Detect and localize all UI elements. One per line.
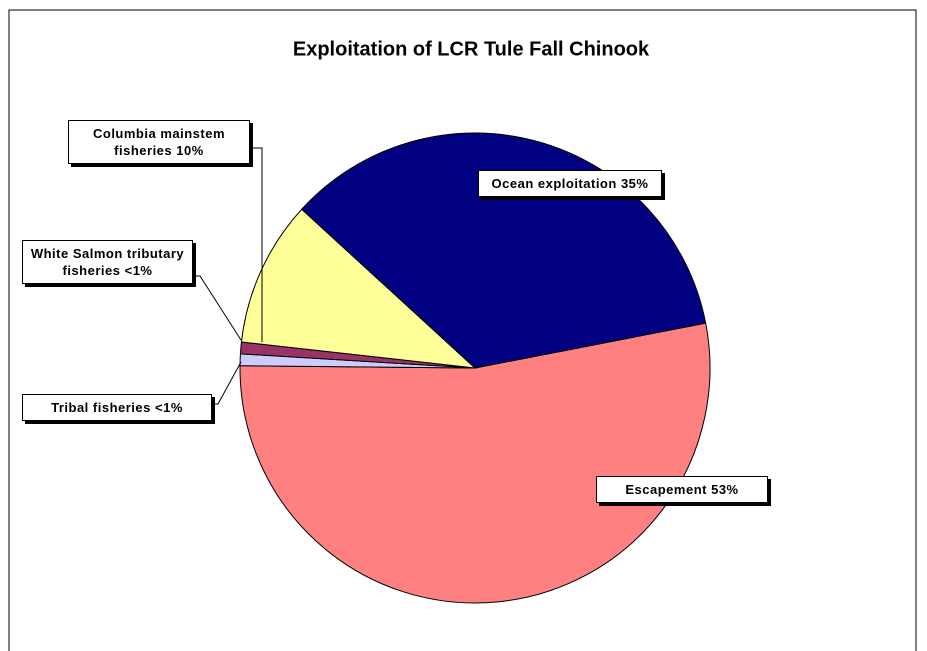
slice-label: White Salmon tributary fisheries <1% — [22, 240, 193, 284]
pie-slice — [240, 208, 477, 369]
slice-label: Columbia mainstem fisheries 10% — [68, 120, 250, 164]
slice-label: Ocean exploitation 35% — [478, 170, 662, 197]
leader-line — [250, 147, 263, 342]
value-label: <1% — [124, 263, 153, 278]
slices — [239, 132, 711, 604]
slice-label: Escapement 53% — [596, 476, 768, 503]
leader-line — [193, 275, 242, 341]
leader-lines — [193, 147, 263, 405]
value-label: 10% — [176, 143, 204, 158]
category-label: White Salmon tributary fisheries — [30, 246, 185, 278]
category-label: Columbia mainstem fisheries — [92, 126, 226, 158]
category-label: Tribal fisheries — [51, 400, 151, 415]
category-label: Escapement — [625, 482, 707, 497]
slice-label: Tribal fisheries <1% — [22, 394, 212, 421]
chart-title: Exploitation of LCR Tule Fall Chinook — [293, 38, 650, 60]
leader-line — [212, 361, 242, 405]
value-label: 53% — [711, 482, 739, 497]
category-label: Ocean exploitation — [491, 176, 617, 191]
value-label: 35% — [620, 176, 649, 191]
value-label: <1% — [155, 400, 183, 415]
pie-slice — [239, 322, 711, 604]
